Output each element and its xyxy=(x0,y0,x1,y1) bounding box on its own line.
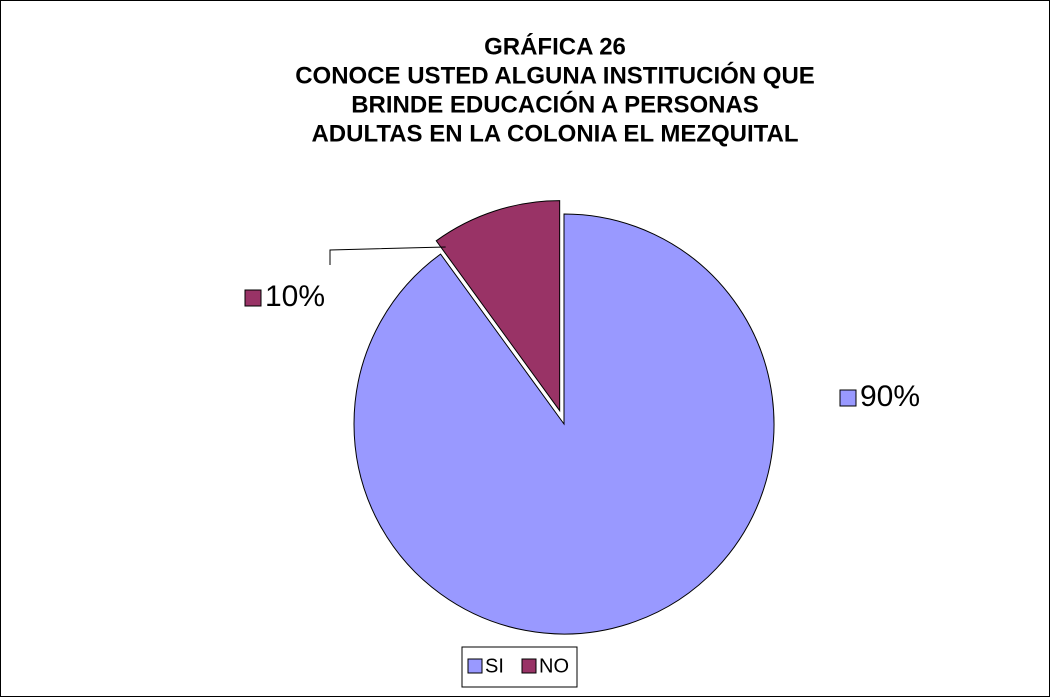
legend-box xyxy=(461,646,578,688)
pie-slice xyxy=(353,213,775,635)
chart-title: ADULTAS EN LA COLONIA EL MEZQUITAL xyxy=(311,120,798,147)
leader-line xyxy=(329,246,446,265)
label-key xyxy=(839,389,857,407)
pie-slice xyxy=(435,200,561,413)
chart-title: BRINDE EDUCACIÓN A PERSONAS xyxy=(351,90,759,118)
legend-key xyxy=(521,658,537,674)
chart-title: CONOCE USTED ALGUNA INSTITUCIÓN QUE xyxy=(295,61,815,89)
legend-label: NO xyxy=(539,655,569,677)
label-key xyxy=(244,289,262,307)
legend-key xyxy=(467,658,483,674)
chart-title: GRÁFICA 26 xyxy=(484,32,626,60)
data-label: 90% xyxy=(860,380,920,413)
data-label: 10% xyxy=(265,280,325,313)
legend-label: SI xyxy=(485,655,504,677)
